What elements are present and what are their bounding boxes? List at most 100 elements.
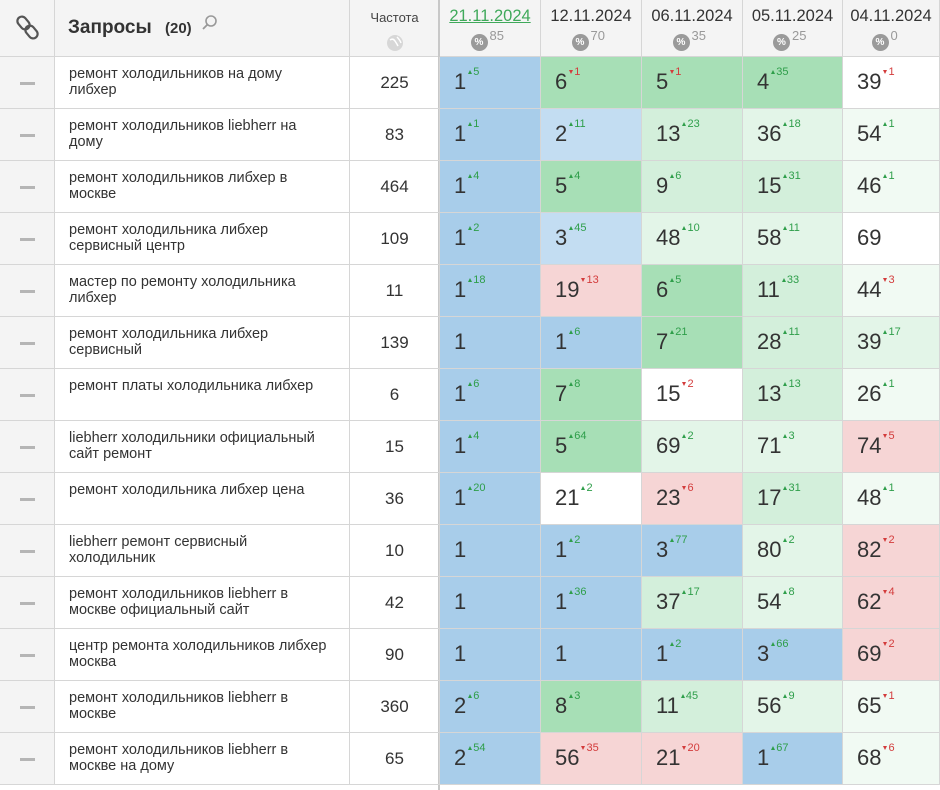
trend-arrow [883,330,888,335]
position-change: 13 [783,378,801,390]
row-toggle[interactable] [0,525,55,577]
trend-arrow [682,226,687,231]
date-header[interactable]: 06.11.2024% 35 [642,0,743,57]
change-value: 20 [473,482,486,494]
row-toggle[interactable] [0,733,55,785]
change-value: 4 [574,170,581,182]
freq-cell: 139 [350,317,440,369]
trend-arrow [468,122,473,127]
row-toggle[interactable] [0,109,55,161]
position-value: 74 [857,433,882,458]
row-toggle[interactable] [0,421,55,473]
position: 2 11 [555,118,586,147]
change-value: 13 [586,274,599,286]
position-cell: 1 [440,317,541,369]
link-header[interactable] [0,0,55,57]
position-change: 66 [771,638,789,650]
row-toggle[interactable] [0,681,55,733]
position-value: 7 [656,329,669,354]
date-header[interactable]: 21.11.2024% 85 [440,0,541,57]
position-change: 67 [771,742,789,754]
change-value: 8 [574,378,581,390]
date-header[interactable]: 05.11.2024% 25 [743,0,843,57]
row-toggle[interactable] [0,57,55,109]
position-change: 45 [569,222,587,234]
change-value: 6 [473,690,480,702]
row-toggle[interactable] [0,369,55,421]
position-change: 6 [468,378,479,390]
position-change: 11 [783,222,800,234]
change-value: 1 [888,170,895,182]
position-value: 69 [857,225,882,250]
change-value: 67 [776,742,789,754]
trend-arrow [670,70,675,75]
trend-arrow [581,278,586,283]
position-change: 17 [883,326,901,338]
position-cell: 1 20 [440,473,541,525]
position-change: 6 [569,326,580,338]
freq-header[interactable]: Частота [350,0,440,57]
change-value: 2 [586,482,593,494]
position-cell: 11 45 [642,681,743,733]
trend-arrow [783,330,788,335]
date-header[interactable]: 12.11.2024% 70 [541,0,642,57]
position-cell: 13 13 [743,369,843,421]
position-cell: 1 [440,525,541,577]
freq: 109 [380,229,409,248]
row-toggle[interactable] [0,213,55,265]
freq-cell: 109 [350,213,440,265]
position-value: 6 [555,69,568,94]
change-value: 2 [888,638,895,650]
change-value: 2 [888,534,895,546]
query-header[interactable]: Запросы (20) [55,0,350,57]
row-toggle[interactable] [0,317,55,369]
freq: 11 [385,281,404,300]
position-cell: 1 [440,629,541,681]
trend-arrow [468,434,473,439]
position-value: 80 [757,537,782,562]
row-toggle[interactable] [0,629,55,681]
row-toggle[interactable] [0,265,55,317]
change-value: 4 [473,430,480,442]
position-change: 54 [468,742,486,754]
row-toggle[interactable] [0,473,55,525]
change-value: 36 [574,586,587,598]
position: 1 36 [555,586,587,615]
change-value: 1 [888,66,895,78]
search-icon[interactable] [201,14,219,32]
position-value: 54 [857,121,882,146]
position-change: 6 [670,170,681,182]
query-cell: ремонт холодильников на дому либхер [55,57,350,109]
position-cell: 69 [843,213,940,265]
position: 3 66 [757,638,789,667]
position-value: 1 [555,641,568,666]
position: 15 31 [757,170,801,199]
trend-arrow [783,434,788,439]
position-value: 1 [454,485,467,510]
percent: 0 [890,28,898,43]
globe-icon [387,35,403,51]
date[interactable]: 21.11.2024 [449,7,531,25]
freq: 83 [385,125,404,144]
trend-arrow [682,382,687,387]
change-value: 1 [473,118,480,130]
date-header[interactable]: 04.11.2024% 0 [843,0,940,57]
dash-icon [20,134,35,137]
position-cell: 7 21 [642,317,743,369]
row-toggle[interactable] [0,577,55,629]
trend-arrow [883,434,888,439]
position-cell: 56 9 [743,681,843,733]
position-value: 1 [454,121,467,146]
position-value: 56 [555,745,580,770]
position-change: 20 [468,482,486,494]
change-value: 66 [776,638,789,650]
row-toggle[interactable] [0,161,55,213]
change-value: 3 [888,274,895,286]
trend-arrow [468,694,473,699]
